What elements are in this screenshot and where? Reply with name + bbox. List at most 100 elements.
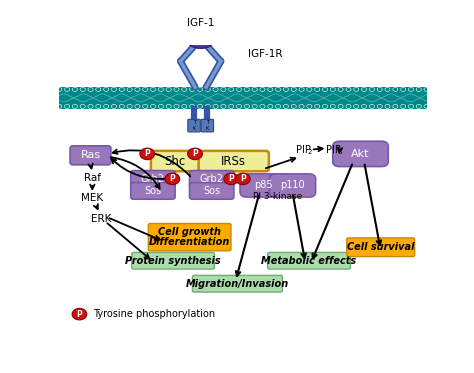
FancyBboxPatch shape xyxy=(190,170,234,187)
FancyArrowPatch shape xyxy=(111,159,170,179)
Circle shape xyxy=(221,104,226,109)
Circle shape xyxy=(190,87,195,91)
Circle shape xyxy=(224,173,238,185)
FancyBboxPatch shape xyxy=(151,151,199,171)
Text: MEK: MEK xyxy=(81,194,103,203)
FancyBboxPatch shape xyxy=(346,238,415,257)
Circle shape xyxy=(307,104,312,109)
Circle shape xyxy=(213,104,218,109)
Circle shape xyxy=(237,87,242,91)
Text: Ras: Ras xyxy=(81,150,100,160)
Circle shape xyxy=(143,104,148,109)
FancyArrowPatch shape xyxy=(293,195,306,258)
FancyBboxPatch shape xyxy=(240,174,286,197)
FancyArrowPatch shape xyxy=(109,218,160,240)
FancyArrowPatch shape xyxy=(236,195,259,276)
Circle shape xyxy=(409,87,413,91)
Text: P: P xyxy=(228,174,234,184)
Circle shape xyxy=(416,87,421,91)
Text: P: P xyxy=(170,174,175,184)
FancyArrowPatch shape xyxy=(111,157,160,189)
Circle shape xyxy=(96,87,101,91)
Text: Shc: Shc xyxy=(164,154,186,167)
Text: P: P xyxy=(145,150,150,159)
Circle shape xyxy=(362,87,367,91)
Circle shape xyxy=(283,87,289,91)
Circle shape xyxy=(166,104,171,109)
Circle shape xyxy=(330,87,336,91)
Circle shape xyxy=(291,87,296,91)
Circle shape xyxy=(111,104,117,109)
Circle shape xyxy=(338,87,343,91)
Circle shape xyxy=(260,87,265,91)
Circle shape xyxy=(182,104,187,109)
Text: T
K: T K xyxy=(192,120,196,131)
Circle shape xyxy=(322,104,328,109)
Circle shape xyxy=(228,87,234,91)
Circle shape xyxy=(346,104,351,109)
Circle shape xyxy=(322,87,328,91)
Circle shape xyxy=(354,104,359,109)
Circle shape xyxy=(213,87,218,91)
Circle shape xyxy=(275,87,281,91)
Text: Metabolic effects: Metabolic effects xyxy=(262,256,356,266)
FancyBboxPatch shape xyxy=(268,253,350,269)
Text: Protein synthesis: Protein synthesis xyxy=(125,256,221,266)
FancyArrowPatch shape xyxy=(314,147,323,151)
Circle shape xyxy=(72,308,87,320)
FancyBboxPatch shape xyxy=(188,119,201,132)
Circle shape xyxy=(73,87,77,91)
Circle shape xyxy=(228,104,234,109)
FancyBboxPatch shape xyxy=(269,174,316,197)
Circle shape xyxy=(299,87,304,91)
Circle shape xyxy=(260,104,265,109)
FancyBboxPatch shape xyxy=(192,275,283,292)
FancyArrowPatch shape xyxy=(107,223,149,258)
Circle shape xyxy=(268,87,273,91)
Text: PIP: PIP xyxy=(296,145,311,154)
Circle shape xyxy=(330,104,336,109)
Text: P: P xyxy=(240,174,246,184)
Circle shape xyxy=(166,87,171,91)
Text: PI 3-kinase: PI 3-kinase xyxy=(253,192,302,201)
Circle shape xyxy=(80,87,85,91)
Circle shape xyxy=(197,87,202,91)
Circle shape xyxy=(174,104,179,109)
Text: IGF-1: IGF-1 xyxy=(187,18,214,28)
Circle shape xyxy=(88,87,93,91)
Text: Cell growth: Cell growth xyxy=(158,227,221,237)
Circle shape xyxy=(424,87,429,91)
Text: T
K: T K xyxy=(206,120,209,131)
Text: p110: p110 xyxy=(280,181,305,191)
FancyArrowPatch shape xyxy=(94,204,98,209)
Circle shape xyxy=(252,104,257,109)
FancyArrowPatch shape xyxy=(89,164,93,169)
Circle shape xyxy=(119,104,124,109)
Text: IRSs: IRSs xyxy=(221,154,246,167)
FancyBboxPatch shape xyxy=(70,146,111,165)
Text: Raf: Raf xyxy=(84,173,101,183)
Circle shape xyxy=(409,104,413,109)
FancyBboxPatch shape xyxy=(131,170,175,187)
FancyBboxPatch shape xyxy=(148,223,231,251)
Circle shape xyxy=(377,104,382,109)
Text: Grb2: Grb2 xyxy=(200,174,224,184)
FancyBboxPatch shape xyxy=(132,253,214,269)
FancyArrowPatch shape xyxy=(113,150,191,176)
FancyArrowPatch shape xyxy=(365,164,381,245)
Text: IGF-1R: IGF-1R xyxy=(248,49,283,59)
Circle shape xyxy=(346,87,351,91)
FancyArrowPatch shape xyxy=(312,164,352,258)
Circle shape xyxy=(80,104,85,109)
Circle shape xyxy=(57,87,62,91)
Ellipse shape xyxy=(189,37,213,48)
Circle shape xyxy=(237,104,242,109)
Circle shape xyxy=(174,87,179,91)
FancyBboxPatch shape xyxy=(201,119,213,132)
Text: Tyrosine phosphorylation: Tyrosine phosphorylation xyxy=(93,309,216,319)
Circle shape xyxy=(104,87,109,91)
Circle shape xyxy=(252,87,257,91)
Circle shape xyxy=(57,104,62,109)
Circle shape xyxy=(315,104,320,109)
Text: Sos: Sos xyxy=(145,186,162,196)
